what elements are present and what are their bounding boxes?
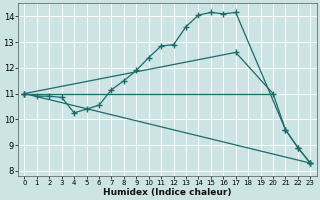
X-axis label: Humidex (Indice chaleur): Humidex (Indice chaleur) [103,188,232,197]
